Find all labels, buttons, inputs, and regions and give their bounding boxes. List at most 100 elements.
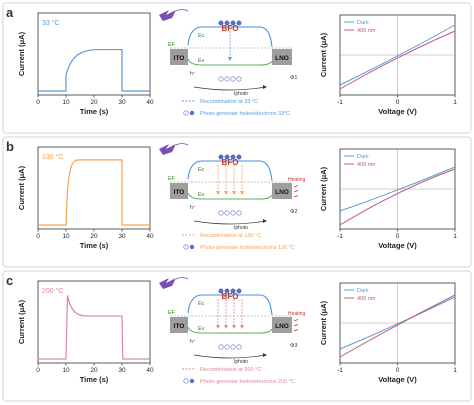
dark-curve bbox=[339, 166, 456, 212]
electron-icon bbox=[230, 20, 236, 26]
voltage-tick-label: 0 bbox=[396, 367, 400, 374]
hole-icon bbox=[224, 344, 230, 350]
recombination-arrowhead bbox=[224, 325, 228, 329]
bfo-label: BFO bbox=[222, 158, 239, 167]
heating-arrow bbox=[293, 329, 299, 332]
recombination-arrowhead bbox=[216, 325, 220, 329]
hole-icon bbox=[230, 344, 236, 350]
time-tick-label: 30 bbox=[118, 233, 126, 240]
hole-icon bbox=[236, 76, 242, 82]
bfo-label: BFO bbox=[222, 24, 239, 33]
time-tick-label: 10 bbox=[62, 99, 70, 106]
barrier-height-label: Φ1 bbox=[290, 75, 297, 81]
hole-legend-icon bbox=[183, 378, 189, 384]
legend-dark-label: Dark bbox=[357, 288, 369, 294]
time-tick-label: 0 bbox=[36, 233, 40, 240]
heating-label: Heating bbox=[288, 177, 305, 183]
voltage-tick-label: -1 bbox=[337, 99, 343, 106]
recombination-legend-label: Recombination at 33 °C bbox=[200, 99, 258, 105]
dark-curve bbox=[339, 296, 456, 350]
heating-arrow bbox=[293, 190, 299, 193]
photo-generation-legend-label: Photo-generate holes/electrons 200 °C bbox=[200, 379, 295, 385]
voltage-tick-label: 1 bbox=[453, 233, 457, 240]
ev-label: Ev bbox=[198, 58, 205, 64]
time-axis-label: Time (s) bbox=[80, 241, 109, 250]
hole-icon bbox=[236, 344, 242, 350]
band-diagram: ITO LNO Ec Ev EF BFO h⁺ Iphoto Φ3 Heating Recombin… bbox=[159, 277, 305, 385]
hplus-label: h⁺ bbox=[190, 71, 196, 77]
ev-label: Ev bbox=[198, 326, 205, 332]
recombination-arrowhead bbox=[240, 191, 244, 195]
panel-letter: b bbox=[6, 139, 14, 154]
time-tick-label: 10 bbox=[62, 367, 70, 374]
panel-frame bbox=[2, 136, 472, 268]
iv-current-axis-label: Current (μA) bbox=[319, 32, 328, 77]
light-curve bbox=[339, 30, 456, 90]
light-source-icon bbox=[159, 278, 176, 289]
recombination-arrowhead bbox=[224, 191, 228, 195]
electron-icon bbox=[224, 20, 230, 26]
valence-band bbox=[187, 58, 273, 66]
photon-wave-icon bbox=[175, 143, 189, 146]
lno-electrode bbox=[272, 183, 292, 199]
hole-icon bbox=[218, 210, 224, 216]
voltage-axis-label: Voltage (V) bbox=[378, 375, 417, 384]
time-tick-label: 40 bbox=[146, 233, 154, 240]
hole-icon bbox=[230, 76, 236, 82]
electron-icon bbox=[236, 154, 242, 160]
time-axis-label: Time (s) bbox=[80, 107, 109, 116]
recombination-arrowhead bbox=[232, 191, 236, 195]
lno-electrode bbox=[272, 317, 292, 333]
iphoto-label: Iphoto bbox=[234, 359, 248, 365]
electron-icon bbox=[224, 154, 230, 160]
hplus-label: h⁺ bbox=[190, 339, 196, 345]
time-tick-label: 0 bbox=[36, 99, 40, 106]
voltage-tick-label: 1 bbox=[453, 99, 457, 106]
photocurrent-trace bbox=[38, 48, 150, 92]
time-axis-label: Time (s) bbox=[80, 375, 109, 384]
electron-icon bbox=[218, 154, 224, 160]
time-tick-label: 20 bbox=[90, 367, 98, 374]
legend-light-label: 405 nm bbox=[357, 28, 376, 34]
conduction-band bbox=[187, 160, 273, 182]
conduction-band bbox=[187, 26, 273, 48]
current-axis-label: Current (μA) bbox=[17, 299, 26, 344]
recombination-legend-label: Recombination at 130 °C bbox=[200, 233, 261, 239]
heating-label: Heating bbox=[288, 311, 305, 317]
voltage-axis-label: Voltage (V) bbox=[378, 241, 417, 250]
recombination-arrowhead bbox=[232, 325, 236, 329]
ec-label: Ec bbox=[198, 33, 205, 39]
temperature-label: 130 °C bbox=[42, 153, 63, 161]
time-tick-label: 0 bbox=[36, 367, 40, 374]
electron-icon bbox=[236, 288, 242, 294]
legend-light-label: 405 nm bbox=[357, 296, 376, 302]
time-tick-label: 40 bbox=[146, 367, 154, 374]
ec-label: Ec bbox=[198, 167, 205, 173]
iphoto-label: Iphoto bbox=[234, 91, 248, 97]
temperature-label: 200 °C bbox=[42, 287, 63, 295]
hole-legend-icon bbox=[183, 244, 189, 250]
electron-legend-icon bbox=[189, 110, 195, 116]
ito-electrode bbox=[170, 183, 188, 199]
hole-icon bbox=[236, 210, 242, 216]
recombination-legend-label: Recombination at 200 °C bbox=[200, 367, 261, 373]
ito-electrode bbox=[170, 317, 188, 333]
band-diagram: ITO LNO Ec Ev EF BFO h⁺ Iphoto Φ1 Recombination a… bbox=[159, 9, 297, 117]
ito-electrode bbox=[170, 49, 188, 65]
barrier-height-label: Φ3 bbox=[290, 343, 297, 349]
current-axis-label: Current (μA) bbox=[17, 31, 26, 76]
lno-label: LNO bbox=[275, 323, 289, 330]
hole-icon bbox=[224, 210, 230, 216]
electron-icon bbox=[218, 20, 224, 26]
voltage-tick-label: 0 bbox=[396, 99, 400, 106]
ev-label: Ev bbox=[198, 192, 205, 198]
lno-electrode bbox=[272, 49, 292, 65]
panel-letter: a bbox=[6, 5, 14, 20]
photocurrent-arrowhead bbox=[263, 353, 267, 357]
electron-icon bbox=[230, 288, 236, 294]
photon-wave-icon bbox=[175, 277, 189, 280]
lno-label: LNO bbox=[275, 189, 289, 196]
